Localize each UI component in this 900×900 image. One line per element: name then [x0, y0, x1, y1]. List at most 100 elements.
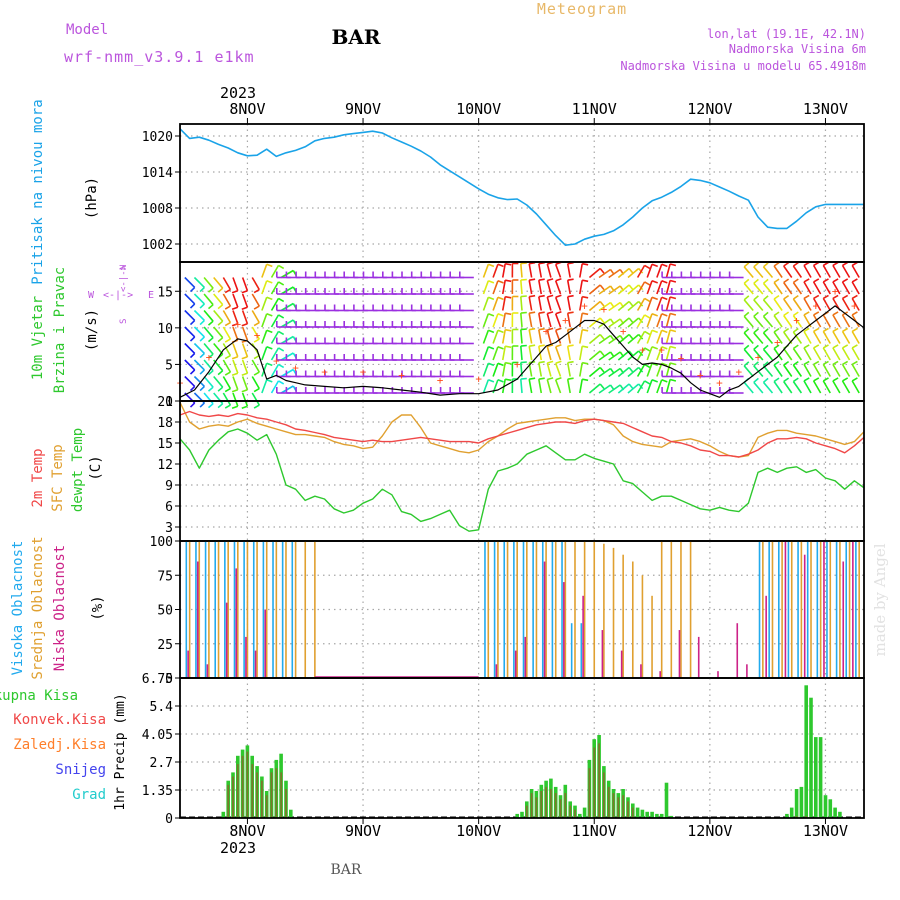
- wind-barb-flag: [505, 295, 512, 299]
- wind-barb: [554, 330, 562, 344]
- wind-barb-flag: [822, 278, 829, 283]
- wind-barb: [803, 330, 812, 344]
- wind-barb-flag: [567, 377, 574, 380]
- wind-barb-flag: [851, 360, 858, 366]
- wind-barb-flag: [520, 262, 527, 265]
- wind-barb: [665, 263, 671, 278]
- wind-barb-flag: [266, 263, 273, 268]
- wind-barb: [251, 392, 260, 406]
- wind-barb: [566, 379, 571, 394]
- gust-marker: +: [273, 354, 280, 367]
- wind-barb: [184, 293, 196, 305]
- wind-barb-flag: [278, 264, 285, 270]
- wind-barb: [627, 300, 640, 312]
- wind-barb-flag: [555, 278, 562, 282]
- wind-barb-flag: [278, 297, 285, 303]
- gust-marker: +: [735, 365, 742, 378]
- wind-barb-flag: [567, 327, 574, 331]
- pressure-y-tick-label: 1002: [142, 238, 173, 253]
- pressure-unit: (hPa): [84, 177, 100, 219]
- model-elevation: Nadmorska Visina u modelu 65.4918m: [620, 59, 866, 73]
- wind-barb: [783, 348, 793, 361]
- wind-barb: [528, 346, 533, 361]
- wind-barb-flag: [497, 379, 504, 383]
- wind-barb: [773, 315, 783, 328]
- wind-barb-flag: [669, 362, 677, 366]
- wind-barb: [608, 384, 621, 394]
- temp-label-3: dewpt Temp: [70, 428, 86, 512]
- wind-y-tick-label: 0: [165, 395, 173, 410]
- wind-barb-flag: [488, 329, 495, 334]
- wind-barb: [656, 280, 663, 295]
- wind-barb-flag: [762, 262, 769, 268]
- wind-barb: [656, 379, 663, 394]
- wind-barb-flag: [488, 280, 495, 284]
- wind-barb: [656, 363, 663, 377]
- wind-barb: [241, 376, 249, 390]
- wind-barb: [627, 267, 640, 279]
- wind-barb: [546, 379, 552, 394]
- wind-barb: [222, 359, 232, 373]
- precip-legend-snow: Snijeg: [55, 762, 106, 778]
- wind-barb: [528, 313, 533, 328]
- wind-barb: [546, 329, 552, 344]
- precip-conv-bar: [564, 793, 567, 818]
- wind-barb-flag: [792, 261, 799, 267]
- wind-barb-flag: [224, 321, 231, 327]
- wind-barb: [773, 331, 783, 344]
- wind-barb-flag: [813, 327, 820, 333]
- wind-barb: [270, 314, 280, 328]
- wind-barb-flag: [538, 327, 545, 331]
- temp-unit: (C): [88, 455, 104, 480]
- wind-barb-flag: [241, 388, 248, 393]
- wind-barb-flag: [813, 344, 820, 349]
- wind-barb-flag: [651, 263, 658, 268]
- x-tick-label-bottom: 13NOV: [803, 822, 848, 840]
- wind-barb-flag: [189, 336, 196, 342]
- precip-total-bar: [809, 697, 813, 818]
- wind-barb: [646, 330, 653, 344]
- wind-barb: [841, 281, 851, 295]
- pressure-panel: 1002 1008 1014 1020: [142, 123, 865, 263]
- wind-barb-flag: [278, 281, 285, 286]
- precip-y-tick-label: 0: [165, 812, 173, 827]
- gust-marker: +: [514, 358, 521, 371]
- wind-barb-flag: [529, 377, 536, 380]
- wind-barb-flag: [813, 311, 820, 316]
- wind-barb-flag: [832, 377, 839, 382]
- wind-barb-flag: [644, 330, 651, 336]
- precip-conv-bar: [550, 789, 552, 818]
- wind-barb-flag: [813, 377, 820, 382]
- wind-barb: [608, 334, 621, 345]
- wind-barb-flag: [520, 344, 527, 347]
- precip-total-bar: [645, 811, 649, 818]
- wind-barb-flag: [651, 280, 658, 284]
- wind-barb-flag: [520, 295, 527, 298]
- wind-barb: [222, 310, 232, 324]
- wind-barb-flag: [599, 333, 605, 340]
- wind-barb-flag: [224, 404, 231, 409]
- wind-barb: [579, 280, 583, 295]
- wind-barb-flag: [217, 403, 224, 409]
- gust-marker: +: [851, 300, 858, 313]
- wind-barb-flag: [762, 311, 769, 317]
- wind-barb-flag: [651, 313, 658, 317]
- wind-barb: [588, 366, 601, 378]
- gust-marker: +: [697, 369, 704, 382]
- wind-barb: [501, 296, 506, 311]
- wind-barb: [222, 277, 232, 291]
- t2m-line: [179, 410, 865, 458]
- precip-conv-bar: [574, 809, 576, 818]
- wind-barb: [762, 282, 774, 295]
- station-coords: lon,lat (19.1E, 42.1N): [707, 27, 866, 41]
- wind-barb-flag: [792, 294, 799, 300]
- wind-barb-flag: [832, 327, 839, 333]
- wind-barb-flag: [547, 327, 554, 331]
- wind-barb: [520, 329, 523, 344]
- wind-barb-flag: [231, 306, 239, 310]
- precip-conv-bar: [593, 747, 596, 818]
- wind-barb: [617, 383, 630, 394]
- wind-barb: [636, 380, 646, 394]
